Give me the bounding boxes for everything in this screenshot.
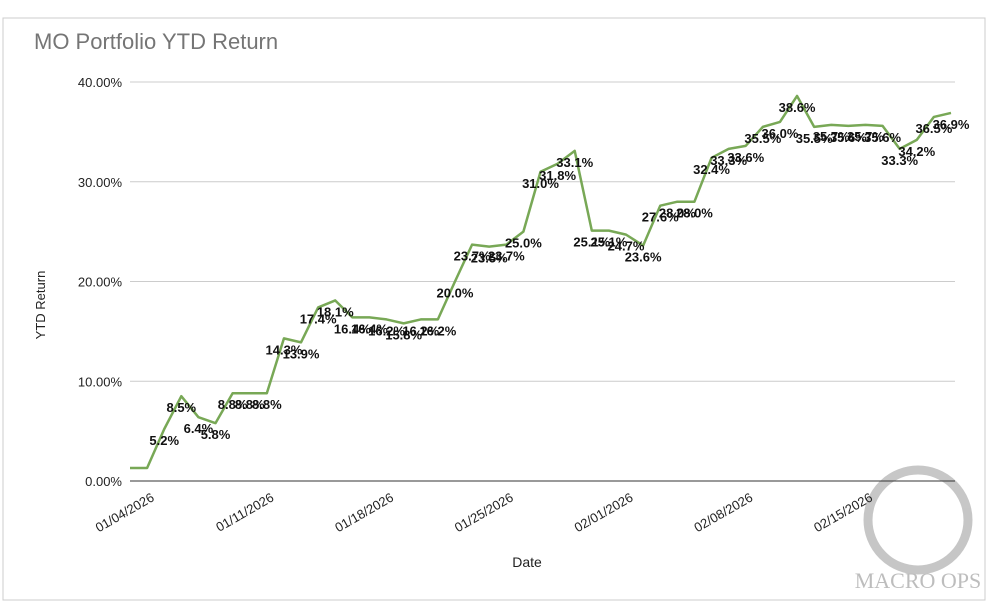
data-label: 35.7% bbox=[813, 129, 850, 144]
data-label: 13.9% bbox=[283, 346, 320, 361]
line-series bbox=[130, 94, 952, 470]
data-label: 36.0% bbox=[762, 126, 799, 141]
data-label: 35.7% bbox=[847, 129, 884, 144]
data-label: 25.1% bbox=[573, 235, 610, 250]
data-label: 16.2% bbox=[419, 323, 456, 338]
data-label: 5.8% bbox=[201, 427, 231, 442]
data-label: 38.6% bbox=[779, 100, 816, 115]
data-label: 16.4% bbox=[351, 321, 388, 336]
data-label: 5.2% bbox=[149, 433, 179, 448]
watermark-logo: MACRO OPS bbox=[855, 465, 982, 593]
data-label: 18.1% bbox=[317, 304, 354, 319]
data-label: 23.6% bbox=[625, 250, 662, 265]
data-label: 34.2% bbox=[898, 144, 935, 159]
data-label: 6.4% bbox=[184, 421, 214, 436]
data-label: 33.3% bbox=[881, 153, 918, 168]
data-label: 8.8% bbox=[235, 397, 265, 412]
data-label: 33.6% bbox=[727, 150, 764, 165]
data-label: 8.8% bbox=[252, 397, 282, 412]
data-label: 33.1% bbox=[556, 155, 593, 170]
data-label: 36.9% bbox=[933, 117, 970, 132]
data-label: 15.8% bbox=[385, 327, 422, 342]
data-label: 24.7% bbox=[608, 239, 645, 254]
data-label: 8.5% bbox=[166, 400, 196, 415]
watermark: MACRO OPS bbox=[855, 568, 982, 593]
data-label: 17.4% bbox=[300, 311, 337, 326]
data-label: 25.0% bbox=[505, 236, 542, 251]
data-label: 35.6% bbox=[830, 130, 867, 145]
data-label: 32.4% bbox=[693, 162, 730, 177]
data-label: 23.5% bbox=[471, 251, 508, 266]
y-tick-label: 20.00% bbox=[78, 275, 123, 290]
chart-title: MO Portfolio YTD Return bbox=[34, 29, 278, 54]
data-label: 27.6% bbox=[642, 210, 679, 225]
data-label: 31.8% bbox=[539, 168, 576, 183]
data-label: 16.4% bbox=[334, 321, 371, 336]
data-label: 14.3% bbox=[266, 342, 303, 357]
data-label: 23.7% bbox=[454, 249, 491, 264]
data-label: 28.0% bbox=[676, 206, 713, 221]
data-label: 35.6% bbox=[864, 130, 901, 145]
data-label: 36.5% bbox=[915, 121, 952, 136]
data-label: 23.7% bbox=[488, 249, 525, 264]
y-tick-label: 30.00% bbox=[78, 175, 123, 190]
data-label: 31.0% bbox=[522, 176, 559, 191]
data-label: 8.8% bbox=[218, 397, 248, 412]
y-axis-label: YTD Return bbox=[33, 271, 48, 340]
data-label: 20.0% bbox=[437, 286, 474, 301]
y-tick-label: 0.00% bbox=[85, 474, 122, 489]
y-tick-label: 10.00% bbox=[78, 374, 123, 389]
data-label: 35.5% bbox=[744, 131, 781, 146]
data-label: 28.0% bbox=[659, 206, 696, 221]
y-tick-label: 40.00% bbox=[78, 75, 123, 90]
data-label: 16.2% bbox=[368, 323, 405, 338]
data-label: 16.2% bbox=[402, 323, 439, 338]
data-label: 35.5% bbox=[796, 131, 833, 146]
x-axis-label: Date bbox=[512, 554, 542, 570]
frame bbox=[2, 17, 986, 601]
data-label: 33.3% bbox=[710, 153, 747, 168]
data-label: 25.1% bbox=[590, 235, 627, 250]
